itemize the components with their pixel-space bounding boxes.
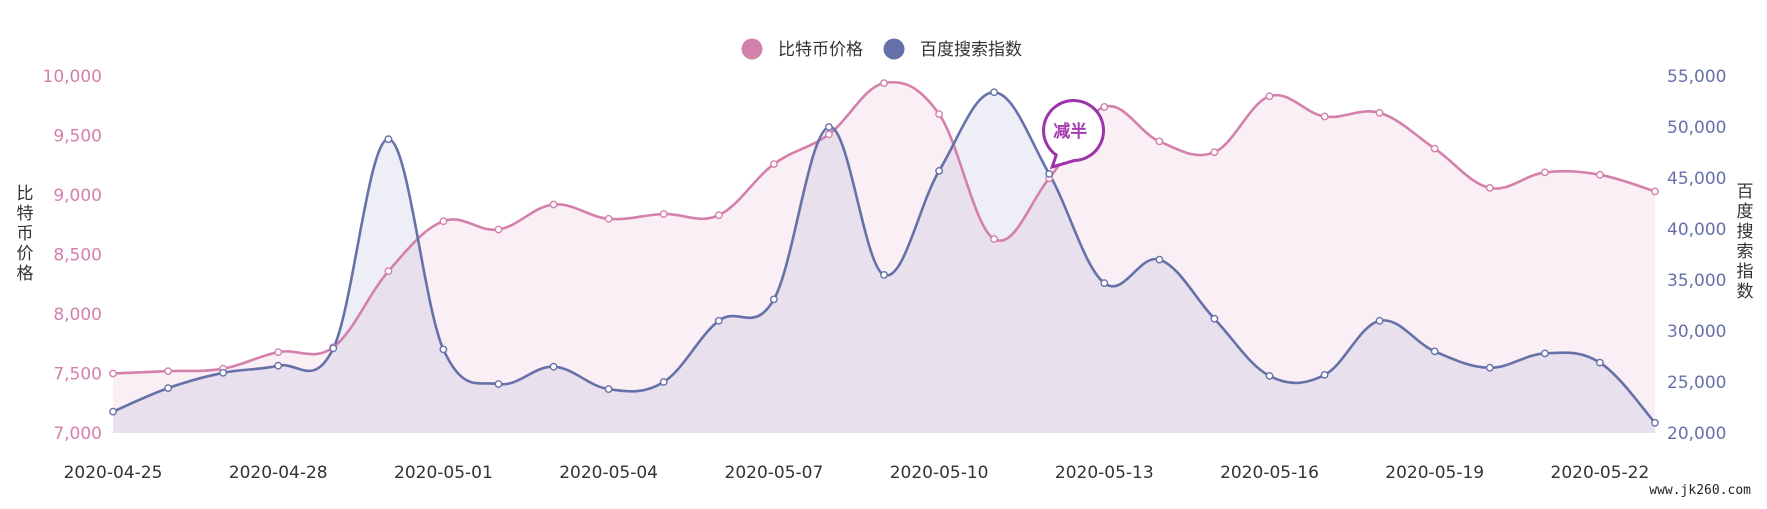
data-point-1-9[interactable] [604, 385, 613, 393]
x-tick-label: 2020-05-22 [1551, 463, 1650, 483]
data-point-1-28[interactable] [1651, 418, 1659, 427]
x-tick-label: 2020-05-04 [559, 463, 658, 483]
x-tick-label: 2020-05-10 [890, 463, 989, 483]
data-point-0-10[interactable] [659, 210, 668, 218]
series-area-0 [113, 82, 1655, 433]
data-point-1-3[interactable] [274, 361, 283, 370]
data-point-0-14[interactable] [880, 79, 888, 88]
data-point-0-0[interactable] [109, 369, 117, 378]
data-point-0-6[interactable] [439, 217, 448, 226]
y-right-tick-label: 35,000 [1667, 271, 1726, 291]
data-point-1-16[interactable] [990, 88, 998, 97]
data-point-1-8[interactable] [549, 362, 558, 371]
y-right-tick-label: 25,000 [1667, 373, 1726, 393]
y-right-tick-label: 20,000 [1667, 424, 1726, 444]
halving-annotation: 减半 [1042, 99, 1105, 170]
data-point-1-18[interactable] [1100, 279, 1109, 287]
y-left-tick-label: 9,000 [53, 186, 102, 206]
y-left-axis-title: 比特币价格 [17, 184, 34, 284]
watermark-text: www.jk260.com [1649, 483, 1751, 498]
legend-marker-0[interactable] [741, 38, 763, 60]
legend-marker-1[interactable] [883, 38, 905, 60]
y-left-tick-label: 10,000 [43, 67, 102, 87]
y-right-tick-label: 45,000 [1667, 169, 1726, 189]
data-point-0-24[interactable] [1430, 144, 1439, 153]
data-point-0-25[interactable] [1485, 183, 1494, 192]
data-point-0-12[interactable] [770, 160, 778, 169]
data-point-1-13[interactable] [825, 123, 833, 131]
legend-label-1[interactable]: 百度搜索指数 [920, 40, 1022, 60]
data-point-1-14[interactable] [880, 270, 888, 279]
data-point-0-19[interactable] [1155, 137, 1164, 146]
data-point-1-23[interactable] [1375, 316, 1384, 325]
data-point-0-26[interactable] [1541, 168, 1549, 177]
y-left-tick-label: 7,000 [53, 424, 102, 444]
y-right-tick-label: 40,000 [1667, 220, 1726, 240]
data-point-0-23[interactable] [1375, 109, 1384, 117]
y-left-tick-label: 7,500 [53, 365, 102, 385]
data-point-1-5[interactable] [384, 135, 393, 144]
data-point-1-17[interactable] [1045, 169, 1054, 178]
data-point-1-27[interactable] [1596, 358, 1604, 367]
y-right-axis-title: 百度搜索指数 [1737, 182, 1754, 302]
data-point-1-11[interactable] [714, 316, 723, 325]
y-right-tick-label: 50,000 [1667, 118, 1726, 138]
data-point-0-7[interactable] [494, 225, 503, 234]
data-point-1-22[interactable] [1320, 370, 1329, 379]
data-point-1-7[interactable] [494, 380, 503, 388]
data-point-0-8[interactable] [549, 200, 558, 209]
legend-label-0[interactable]: 比特币价格 [778, 40, 863, 60]
y-left-tick-label: 8,000 [53, 305, 102, 325]
data-point-1-2[interactable] [219, 368, 228, 377]
x-tick-label: 2020-05-01 [394, 463, 493, 483]
x-tick-label: 2020-05-13 [1055, 463, 1154, 483]
data-point-0-18[interactable] [1100, 103, 1109, 111]
x-tick-label: 2020-05-07 [725, 463, 824, 483]
x-tick-label: 2020-04-28 [229, 463, 328, 483]
y-left-tick-label: 8,500 [53, 246, 102, 266]
data-point-0-15[interactable] [935, 110, 943, 119]
data-point-1-10[interactable] [659, 378, 668, 386]
point-layer [109, 79, 1659, 427]
data-point-0-13[interactable] [825, 130, 833, 139]
y-left-tick-label: 9,500 [53, 127, 102, 147]
x-tick-label: 2020-05-19 [1385, 463, 1484, 483]
area-layer [113, 82, 1655, 434]
axes-layer: 7,000 7,500 8,000 8,500 9,000 9,500 10,000 20,0… [17, 67, 1754, 483]
data-point-1-21[interactable] [1265, 371, 1274, 380]
data-point-1-12[interactable] [770, 295, 778, 304]
data-point-0-11[interactable] [714, 211, 723, 220]
data-point-0-3[interactable] [274, 348, 283, 356]
data-point-1-26[interactable] [1541, 349, 1549, 358]
data-point-0-16[interactable] [990, 235, 998, 243]
data-point-0-22[interactable] [1320, 112, 1329, 121]
data-point-0-9[interactable] [604, 214, 613, 223]
data-point-0-27[interactable] [1596, 170, 1604, 179]
x-tick-label: 2020-05-16 [1220, 463, 1319, 483]
y-right-tick-label: 30,000 [1667, 322, 1726, 342]
chart-legend[interactable]: 比特币价格 百度搜索指数 [741, 38, 1023, 61]
data-point-1-20[interactable] [1210, 314, 1219, 323]
data-point-1-0[interactable] [109, 407, 117, 416]
y-right-tick-label: 55,000 [1667, 67, 1726, 87]
annotation-label: 减半 [1053, 121, 1087, 142]
data-point-1-1[interactable] [164, 384, 173, 392]
data-point-1-6[interactable] [439, 345, 448, 354]
data-point-0-21[interactable] [1265, 92, 1274, 101]
data-point-0-1[interactable] [164, 367, 173, 375]
data-point-1-19[interactable] [1155, 255, 1164, 264]
data-point-0-5[interactable] [384, 267, 393, 276]
annotation-pin [1042, 99, 1105, 170]
data-point-0-28[interactable] [1651, 187, 1659, 196]
data-point-1-15[interactable] [935, 166, 943, 175]
x-tick-label: 2020-04-25 [64, 463, 163, 483]
series-line-1 [112, 90, 1656, 424]
data-point-0-20[interactable] [1210, 148, 1219, 157]
data-point-1-4[interactable] [329, 344, 338, 353]
data-point-1-25[interactable] [1485, 363, 1494, 372]
data-point-1-24[interactable] [1430, 347, 1439, 356]
